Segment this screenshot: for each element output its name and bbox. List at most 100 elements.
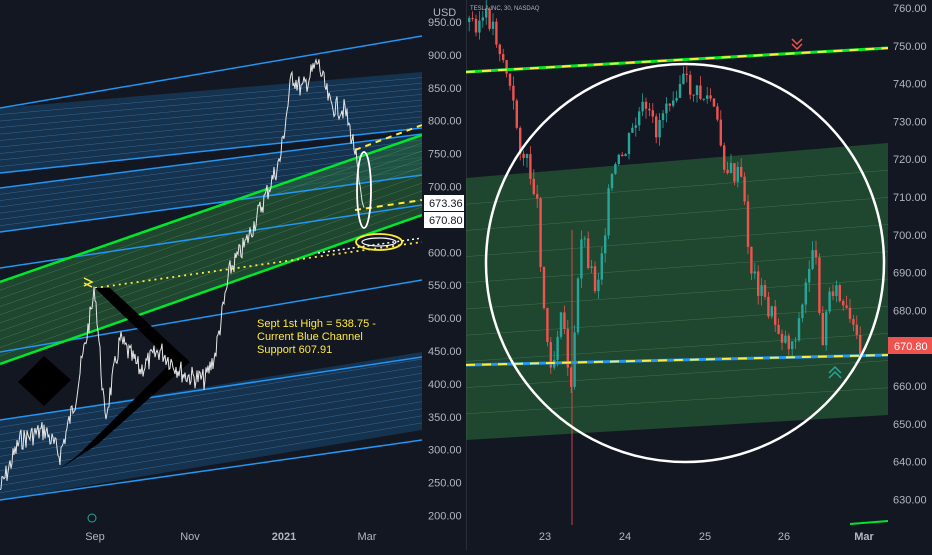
candle-body (638, 111, 641, 126)
candle-body (685, 73, 688, 75)
right-green-thin-line (466, 360, 888, 388)
sell-arrow-icon (791, 38, 803, 51)
candle-body (825, 311, 828, 346)
candle-body (848, 307, 852, 319)
candle-body (563, 312, 566, 329)
right-green-thin-line (466, 387, 888, 414)
price-tag-670-bg (424, 212, 464, 228)
candle-body (818, 257, 821, 313)
right-y-tick: 760.00 (893, 3, 927, 15)
left-drawings (0, 35, 422, 501)
candle-body (631, 127, 634, 133)
candlesticks (468, 0, 862, 525)
left-y-ticks: 950.00900.00850.00800.00750.00700.00650.… (428, 17, 462, 523)
left-y-tick: 300.00 (428, 445, 462, 457)
candle-body (838, 285, 841, 301)
candle-body (740, 166, 743, 177)
right-x-tick: Mar (854, 531, 874, 543)
left-y-tick: 200.00 (428, 511, 462, 523)
right-x-tick: 25 (699, 531, 711, 543)
band-thin-line (0, 380, 422, 450)
right-yellow-dashed-top (466, 47, 888, 73)
candle-body (794, 340, 797, 342)
left-price-axis[interactable] (422, 0, 466, 525)
yellow-dashed-upper (354, 124, 422, 151)
candle-body (525, 154, 529, 159)
right-y-tick: 710.00 (893, 192, 927, 204)
event-marker-icon[interactable] (87, 513, 97, 523)
candle-body (804, 282, 807, 305)
right-yellow-dashed-support (466, 354, 888, 366)
right-green-thin-line (466, 251, 888, 283)
band-thin-line (0, 415, 422, 486)
candle-body (801, 304, 804, 319)
candle-body (723, 145, 726, 170)
right-y-tick: 660.00 (893, 381, 927, 393)
left-y-tick: 350.00 (428, 412, 462, 424)
candle-body (661, 113, 665, 121)
right-green-channel-fill (466, 143, 888, 440)
candle-body (532, 178, 535, 195)
candle-body (566, 328, 569, 368)
white-circle-highlight (484, 62, 886, 464)
candle-body (495, 21, 498, 45)
candle-body (505, 60, 508, 74)
right-price-axis[interactable] (888, 0, 932, 525)
candle-body (726, 169, 729, 174)
price-tag-673: 673.36 (429, 198, 463, 210)
left-y-tick: 550.00 (428, 280, 462, 292)
candle-body (610, 173, 614, 189)
candle-body (614, 164, 617, 174)
candle-body (750, 246, 753, 274)
left-y-tick: 800.00 (428, 116, 462, 128)
candle-body (719, 119, 722, 146)
candle-body (546, 308, 549, 343)
candle-body (644, 101, 648, 109)
green-thin-line (0, 206, 422, 356)
right-green-thin-line (466, 197, 888, 231)
candle-body (512, 85, 515, 101)
candle-body (522, 153, 525, 159)
candle-body (733, 163, 736, 182)
candle-body (634, 125, 637, 128)
green-thin-line (0, 182, 422, 332)
mid-blue-band (0, 134, 422, 232)
band-thin-line (0, 139, 422, 195)
right-green-hatch (466, 170, 888, 414)
band-thin-line (0, 401, 422, 472)
candle-body (811, 250, 814, 270)
left-y-tick: 900.00 (428, 50, 462, 62)
band-thin-line (0, 82, 422, 122)
candle-body (655, 116, 658, 138)
candle-body (852, 318, 855, 325)
left-y-tick: 850.00 (428, 83, 462, 95)
candle-body (736, 166, 739, 182)
left-x-tick: 2021 (272, 531, 296, 543)
lower-blue-band (0, 352, 422, 500)
candle-body (471, 17, 474, 19)
left-x-tick: Nov (180, 531, 200, 543)
candle-body (757, 271, 760, 296)
candle-body (753, 271, 756, 274)
left-y-tick: 750.00 (428, 149, 462, 161)
candle-body (743, 176, 746, 202)
right-x-tick: 26 (778, 531, 790, 543)
candle-body (576, 278, 580, 333)
candle-body (519, 127, 522, 154)
green-thin-line (0, 158, 422, 307)
candle-body (787, 335, 790, 350)
band-thin-line (0, 88, 422, 128)
candle-body (556, 336, 559, 360)
candle-body (845, 305, 848, 308)
candle-body (485, 8, 488, 18)
green-thin-line (0, 174, 422, 324)
buy-arrow-icon (828, 365, 842, 379)
band-thin-line (0, 145, 422, 201)
candle-body (597, 279, 600, 292)
candle-body (763, 285, 767, 297)
candle-body (648, 108, 651, 111)
right-green-bottom-line (849, 520, 888, 525)
candle-body (859, 335, 862, 354)
right-x-tick: 23 (539, 531, 551, 543)
